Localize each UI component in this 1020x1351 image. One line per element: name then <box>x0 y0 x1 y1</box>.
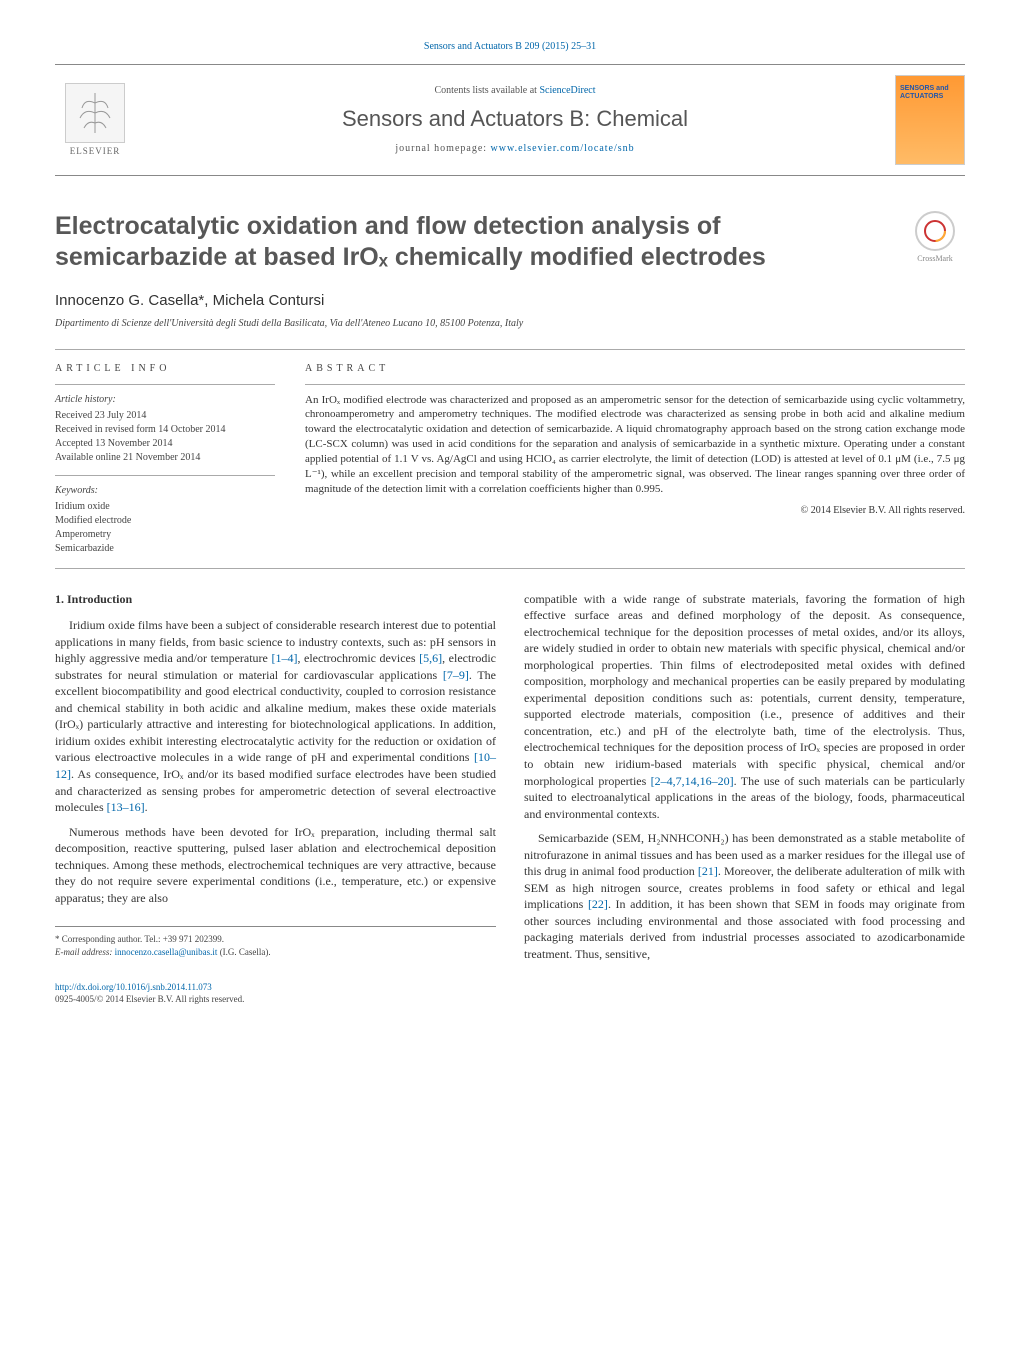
homepage-prefix: journal homepage: <box>395 143 490 154</box>
section-heading: 1. Introduction <box>55 591 496 608</box>
ref-link[interactable]: [13–16] <box>107 800 145 814</box>
body-text: compatible with a wide range of substrat… <box>524 592 965 788</box>
affiliation: Dipartimento di Scienze dell'Università … <box>55 317 965 331</box>
elsevier-tree-icon <box>65 83 125 143</box>
ref-link[interactable]: [2–4,7,14,16–20] <box>651 774 734 788</box>
article-title: Electrocatalytic oxidation and flow dete… <box>55 211 965 274</box>
email-link[interactable]: innocenzo.casella@unibas.it <box>115 947 218 957</box>
homepage-link[interactable]: www.elsevier.com/locate/snb <box>491 143 635 154</box>
ref-link[interactable]: [22] <box>588 897 608 911</box>
ref-link[interactable]: [21] <box>698 864 718 878</box>
history-item: Accepted 13 November 2014 <box>55 437 275 451</box>
title-line-2: semicarbazide at based IrOₓ chemically m… <box>55 243 766 271</box>
email-suffix: (I.G. Casella). <box>217 947 270 957</box>
doi-line: http://dx.doi.org/10.1016/j.snb.2014.11.… <box>55 981 965 994</box>
keywords-label: Keywords: <box>55 484 275 498</box>
elsevier-logo: ELSEVIER <box>55 83 135 158</box>
contents-prefix: Contents lists available at <box>434 85 539 96</box>
ref-link[interactable]: [1–4] <box>271 651 297 665</box>
body-paragraph: Numerous methods have been devoted for I… <box>55 824 496 907</box>
ref-link[interactable]: [7–9] <box>443 668 469 682</box>
divider <box>55 349 965 350</box>
history-item: Available online 21 November 2014 <box>55 451 275 465</box>
keyword: Iridium oxide <box>55 500 275 514</box>
abstract-copyright: © 2014 Elsevier B.V. All rights reserved… <box>305 504 965 518</box>
body-paragraph: compatible with a wide range of substrat… <box>524 591 965 823</box>
journal-cover-thumb: SENSORS and ACTUATORS <box>895 75 965 165</box>
body-paragraph: Iridium oxide films have been a subject … <box>55 617 496 816</box>
article-info-column: ARTICLE INFO Article history: Received 2… <box>55 362 275 556</box>
ref-link[interactable]: [5,6] <box>419 651 442 665</box>
keyword: Modified electrode <box>55 514 275 528</box>
footer-copyright: 0925-4005/© 2014 Elsevier B.V. All right… <box>55 993 965 1006</box>
crossmark-icon <box>915 211 955 251</box>
divider <box>55 384 275 385</box>
keyword: Amperometry <box>55 528 275 542</box>
body-paragraph: Semicarbazide (SEM, H₂NNHCONH₂) has been… <box>524 830 965 962</box>
sciencedirect-link[interactable]: ScienceDirect <box>539 85 595 96</box>
body-text: . <box>145 800 148 814</box>
authors: Innocenzo G. Casella*, Michela Contursi <box>55 290 965 311</box>
divider <box>55 475 275 476</box>
article-info-heading: ARTICLE INFO <box>55 362 275 376</box>
divider <box>55 568 965 569</box>
right-column: compatible with a wide range of substrat… <box>524 591 965 971</box>
email-line: E-mail address: innocenzo.casella@unibas… <box>55 946 496 958</box>
abstract-heading: ABSTRACT <box>305 362 965 376</box>
crossmark-label: CrossMark <box>917 253 953 264</box>
keyword: Semicarbazide <box>55 542 275 556</box>
left-column: 1. Introduction Iridium oxide films have… <box>55 591 496 971</box>
body-columns: 1. Introduction Iridium oxide films have… <box>55 591 965 971</box>
body-text: , electrochromic devices <box>297 651 419 665</box>
email-label: E-mail address: <box>55 947 115 957</box>
citation-header: Sensors and Actuators B 209 (2015) 25–31 <box>55 40 965 54</box>
homepage-line: journal homepage: www.elsevier.com/locat… <box>155 142 875 156</box>
cover-label-2: ACTUATORS <box>900 92 943 102</box>
title-line-1: Electrocatalytic oxidation and flow dete… <box>55 212 720 240</box>
contents-line: Contents lists available at ScienceDirec… <box>155 84 875 98</box>
elsevier-label: ELSEVIER <box>70 145 121 158</box>
divider <box>305 384 965 385</box>
corresponding-author: * Corresponding author. Tel.: +39 971 20… <box>55 933 496 945</box>
doi-link[interactable]: http://dx.doi.org/10.1016/j.snb.2014.11.… <box>55 982 212 992</box>
masthead: ELSEVIER Contents lists available at Sci… <box>55 64 965 176</box>
body-text: . The excellent biocompatibility and goo… <box>55 668 496 765</box>
journal-name: Sensors and Actuators B: Chemical <box>155 104 875 135</box>
abstract-text: An IrOₓ modified electrode was character… <box>305 393 965 497</box>
history-item: Received in revised form 14 October 2014 <box>55 423 275 437</box>
history-label: Article history: <box>55 393 275 407</box>
footer-block: * Corresponding author. Tel.: +39 971 20… <box>55 926 496 958</box>
crossmark-badge[interactable]: CrossMark <box>905 211 965 271</box>
history-item: Received 23 July 2014 <box>55 409 275 423</box>
abstract-column: ABSTRACT An IrOₓ modified electrode was … <box>305 362 965 556</box>
